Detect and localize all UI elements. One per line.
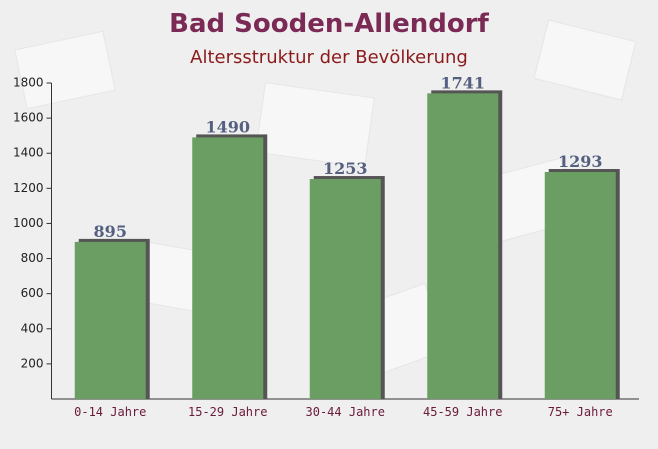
chart-title: Bad Sooden-Allendorf xyxy=(169,9,489,39)
value-label: 1741 xyxy=(440,73,485,92)
bar xyxy=(192,137,264,399)
y-tick-label: 1600 xyxy=(13,111,44,125)
x-tick-label: 45-59 Jahre xyxy=(423,405,502,419)
y-tick-label: 1400 xyxy=(13,146,44,160)
x-tick-label: 0-14 Jahre xyxy=(74,405,146,419)
value-label: 1293 xyxy=(558,152,603,171)
bar xyxy=(544,172,616,399)
y-tick-label: 200 xyxy=(21,356,44,370)
value-label: 895 xyxy=(94,222,127,241)
y-tick-label: 1000 xyxy=(13,216,44,230)
x-tick-label: 30-44 Jahre xyxy=(306,405,385,419)
y-tick-label: 800 xyxy=(21,251,44,265)
y-tick-label: 1200 xyxy=(13,181,44,195)
x-tick-label: 15-29 Jahre xyxy=(188,405,267,419)
value-label: 1490 xyxy=(205,117,250,136)
y-tick-label: 400 xyxy=(21,321,44,335)
y-tick-label: 1800 xyxy=(13,76,44,90)
value-label: 1253 xyxy=(323,159,368,178)
y-tick-label: 600 xyxy=(21,286,44,300)
chart-subtitle: Altersstruktur der Bevölkerung xyxy=(190,47,468,68)
bar xyxy=(309,179,381,399)
bar xyxy=(427,93,499,399)
x-tick-label: 75+ Jahre xyxy=(548,405,613,419)
bar xyxy=(74,241,146,399)
